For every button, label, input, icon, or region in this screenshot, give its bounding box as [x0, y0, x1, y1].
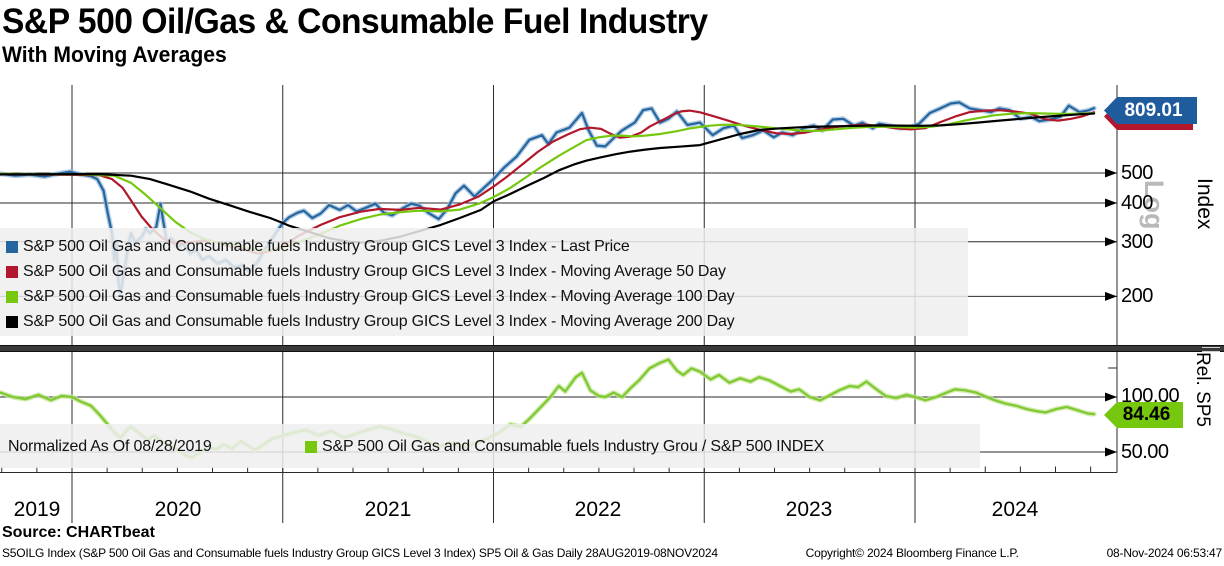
last-price-tag[interactable]: 809.01: [1104, 97, 1197, 124]
legend-item-ratio[interactable]: S&P 500 Oil Gas and Consumable fuels Ind…: [305, 434, 824, 459]
ma50-swatch-icon: [6, 265, 18, 278]
ytick-400: 400: [1121, 192, 1153, 214]
ma200-swatch-icon: [6, 315, 18, 328]
xtick-2020: 2020: [154, 498, 202, 521]
ratio-swatch-icon: [305, 440, 317, 453]
series-moving-average-200-day: [0, 112, 1096, 244]
lower-legend-band: [0, 424, 980, 468]
xtick-2019: 2019: [13, 498, 61, 521]
xtick-2024: 2024: [991, 498, 1039, 521]
ytick-50: 50.00: [1121, 441, 1169, 463]
relative-value-tag[interactable]: 84.46: [1104, 402, 1183, 428]
panel-separator-bar[interactable]: [0, 345, 1224, 352]
legend-item-ma100[interactable]: S&P 500 Oil Gas and Consumable fuels Ind…: [6, 284, 735, 309]
xtick-2023: 2023: [785, 498, 833, 521]
ytick-200: 200: [1121, 285, 1153, 307]
normalized-note: Normalized As Of 08/28/2019: [8, 434, 212, 459]
legend-item-ma50[interactable]: S&P 500 Oil Gas and Consumable fuels Ind…: [6, 259, 726, 284]
lower-axis-title: Rel. SP5: [1192, 352, 1213, 427]
footer-ticker-description: S5OILG Index (S&P 500 Oil Gas and Consum…: [2, 546, 718, 560]
log-scale-watermark: Log: [1139, 180, 1169, 230]
page-subtitle: With Moving Averages: [2, 42, 227, 67]
legend-label: S&P 500 Oil Gas and Consumable fuels Ind…: [23, 287, 735, 305]
legend-label: S&P 500 Oil Gas and Consumable fuels Ind…: [322, 437, 825, 455]
ytick-100: 100.00: [1121, 385, 1180, 407]
source-attribution: Source: CHARTbeat: [2, 524, 155, 541]
main-axis-title: Index: [1193, 178, 1216, 230]
axis-decorations: [1105, 168, 1117, 457]
separator-drag-handle-icon[interactable]: [1202, 347, 1220, 352]
last-price-swatch-icon: [6, 240, 18, 253]
ma100-swatch-icon: [6, 290, 18, 303]
page-title: S&P 500 Oil/Gas & Consumable Fuel Indust…: [2, 2, 708, 41]
legend-item-last-price[interactable]: S&P 500 Oil Gas and Consumable fuels Ind…: [6, 234, 630, 259]
xtick-2022: 2022: [574, 498, 622, 521]
footer-disclaimer: S5OILG Index (S&P 500 Oil Gas and Consum…: [2, 546, 1222, 560]
normalized-note-label: Normalized As Of 08/28/2019: [8, 437, 212, 455]
ytick-500: 500: [1121, 162, 1153, 184]
ytick-300: 300: [1121, 231, 1153, 253]
xtick-2021: 2021: [364, 498, 412, 521]
footer-copyright: Copyright© 2024 Bloomberg Finance L.P.: [805, 546, 1019, 560]
legend-label: S&P 500 Oil Gas and Consumable fuels Ind…: [23, 237, 630, 255]
footer-timestamp: 08-Nov-2024 06:53:47: [1106, 546, 1223, 560]
legend-item-ma200[interactable]: S&P 500 Oil Gas and Consumable fuels Ind…: [6, 309, 735, 334]
legend-label: S&P 500 Oil Gas and Consumable fuels Ind…: [23, 312, 735, 330]
legend-label: S&P 500 Oil Gas and Consumable fuels Ind…: [23, 262, 726, 280]
main-legend-band: [0, 228, 968, 336]
